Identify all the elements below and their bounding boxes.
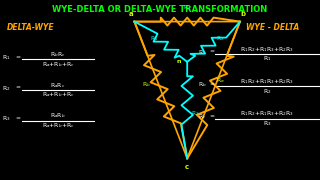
Text: =: = [210,114,215,120]
Text: WYE - DELTA: WYE - DELTA [246,23,300,32]
Text: DELTA-WYE: DELTA-WYE [6,23,54,32]
Text: R$_b$: R$_b$ [198,80,207,89]
Text: R$_1$R$_2$+R$_1$R$_3$+R$_2$R$_3$: R$_1$R$_2$+R$_1$R$_3$+R$_2$R$_3$ [240,45,294,53]
Text: R$_a$: R$_a$ [198,48,207,57]
Text: R$_1$: R$_1$ [150,35,159,43]
Text: R$_b$: R$_b$ [142,80,151,89]
Text: R$_c$: R$_c$ [183,3,192,12]
Text: c: c [185,164,189,170]
Text: R$_3$: R$_3$ [263,119,271,128]
Text: =: = [15,86,20,91]
Text: R$_3$: R$_3$ [191,109,199,118]
Text: R$_b$R$_c$: R$_b$R$_c$ [50,50,66,59]
Text: WYE-DELTA OR DELTA-WYE TRANSFORMATION: WYE-DELTA OR DELTA-WYE TRANSFORMATION [52,4,268,14]
Text: R$_3$: R$_3$ [2,114,10,123]
Text: R$_a$+R$_b$+R$_c$: R$_a$+R$_b$+R$_c$ [42,121,74,130]
Text: R$_a$: R$_a$ [216,76,224,86]
Text: R$_c$: R$_c$ [198,112,207,122]
Text: R$_2$: R$_2$ [263,87,271,96]
Text: =: = [210,50,215,55]
Text: =: = [15,116,20,121]
Text: a: a [129,11,133,17]
Text: b: b [241,11,246,17]
Text: R$_1$R$_2$+R$_1$R$_3$+R$_2$R$_3$: R$_1$R$_2$+R$_1$R$_3$+R$_2$R$_3$ [240,109,294,118]
Text: =: = [210,82,215,87]
Text: R$_a$+R$_b$+R$_c$: R$_a$+R$_b$+R$_c$ [42,60,74,69]
Text: R$_1$: R$_1$ [263,55,271,63]
Text: R$_1$R$_2$+R$_1$R$_3$+R$_2$R$_3$: R$_1$R$_2$+R$_1$R$_3$+R$_2$R$_3$ [240,77,294,86]
Text: R$_a$R$_c$: R$_a$R$_c$ [50,81,66,89]
Text: R$_a$+R$_b$+R$_c$: R$_a$+R$_b$+R$_c$ [42,91,74,99]
Text: R$_2$: R$_2$ [2,84,10,93]
Text: R$_2$: R$_2$ [216,35,224,43]
Text: R$_1$: R$_1$ [2,53,10,62]
Text: R$_a$R$_b$: R$_a$R$_b$ [50,111,66,120]
Text: n: n [177,59,181,64]
Text: =: = [15,55,20,60]
